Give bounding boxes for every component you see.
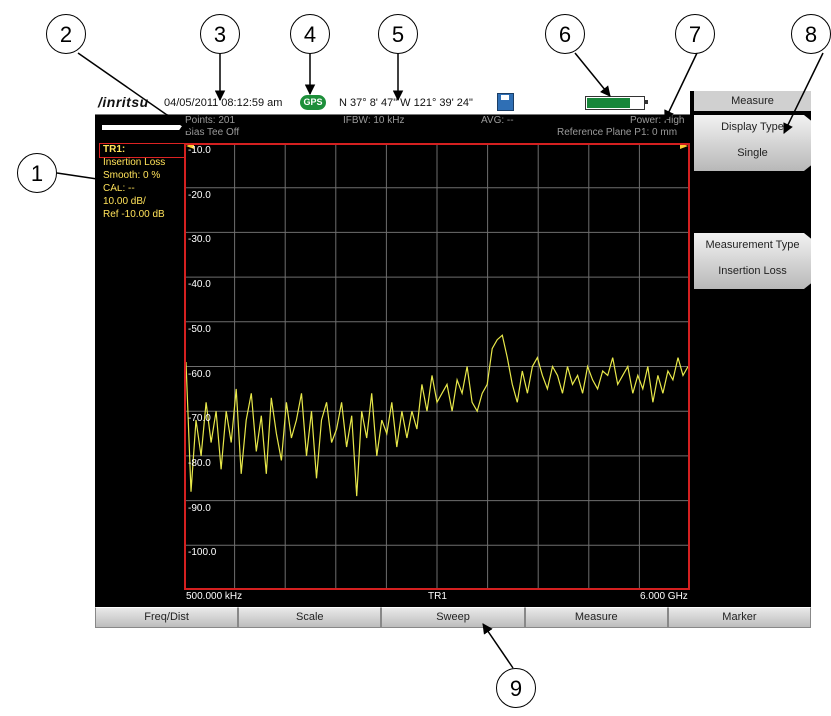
display-type-value: Single [737,147,768,159]
y-tick-label: -80.0 [188,457,211,469]
y-tick-label: -30.0 [188,234,211,246]
trace-line [185,334,689,497]
side-menu-panel [690,91,811,607]
callout-9: 9 [496,668,536,708]
y-tick-label: -40.0 [188,279,211,291]
freq-dist-button[interactable]: Freq/Dist [95,607,239,628]
callout-4: 4 [290,14,330,54]
scale-button[interactable]: Scale [238,607,382,628]
gps-badge: GPS [300,95,326,110]
y-tick-label: -20.0 [188,189,211,201]
smooth-label: Smooth: 0 % [103,170,161,181]
reference-plane-info: Reference Plane P1: 0 mm [557,127,678,138]
measurement-type-button[interactable]: Measurement Type Insertion Loss [694,233,811,289]
points-info: Points: 201 [185,115,236,126]
y-tick-label: -60.0 [188,368,211,380]
y-tick-label: -50.0 [188,323,211,335]
sweep-button[interactable]: Sweep [381,607,525,628]
measurement-type-label: Measurement Type [705,239,800,251]
status-progress-bar [102,125,182,130]
leader-7 [664,52,698,121]
measure-button[interactable]: Measure [524,607,668,628]
trace-plot[interactable] [184,143,690,590]
leader-6 [574,52,611,97]
callout-6: 6 [545,14,585,54]
y-tick-label: -10.0 [188,145,211,156]
ifbw-info: IFBW: 10 kHz [343,115,405,126]
leader-9 [482,623,514,669]
callout-7: 7 [675,14,715,54]
measurement-label: Insertion Loss [103,157,166,168]
measurement-type-value: Insertion Loss [718,265,787,277]
anritsu-logo: /inritsu [98,94,149,110]
battery-icon [585,96,645,110]
ref-label: Ref -10.00 dB [103,209,165,220]
display-type-button[interactable]: Display Type Single [694,115,811,171]
datetime: 04/05/2011 08:12:59 am [164,97,283,109]
x-start-label: 500.000 kHz [186,591,243,602]
leader-1 [56,172,126,187]
side-menu-title: Measure [694,91,811,111]
leader-2 [77,52,191,132]
battery-fill [587,98,630,108]
x-stop-label: 6.000 GHz [640,591,688,602]
callout-5: 5 [378,14,418,54]
bottom-menu-bar: Freq/Dist Scale Sweep Measure Marker [95,607,812,628]
display-type-label: Display Type [721,121,784,133]
power-info: Power: High [630,115,685,126]
trace-label: TR1: [103,144,126,155]
y-tick-label: -100.0 [188,547,217,559]
callout-2: 2 [46,14,86,54]
leader-8 [783,52,824,134]
avg-info: AVG: -- [481,115,514,126]
callout-1: 1 [17,153,57,193]
marker-button[interactable]: Marker [667,607,812,628]
cal-label: CAL: -- [103,183,135,194]
y-tick-label: -90.0 [188,502,211,514]
y-tick-label: -70.0 [188,413,211,425]
battery-tip [645,100,648,104]
save-disk-icon[interactable] [497,93,514,111]
scale-label: 10.00 dB/ [103,196,146,207]
callout-3: 3 [200,14,240,54]
gps-coordinates: N 37° 8' 47" W 121° 39' 24" [339,97,473,109]
x-center-label: TR1 [428,591,447,602]
plot-border [184,143,690,590]
bias-tee-info: Bias Tee Off [185,127,240,138]
callout-8: 8 [791,14,831,54]
